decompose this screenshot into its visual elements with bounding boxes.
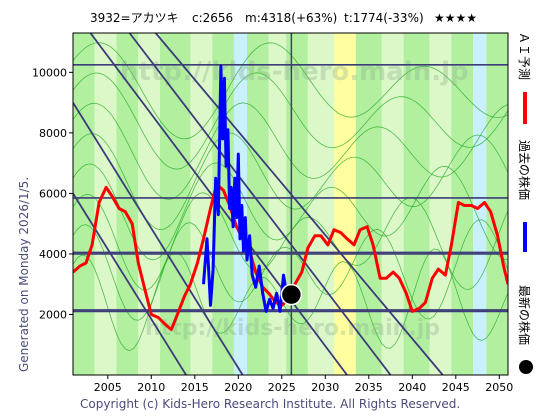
cycle-curve: [73, 72, 508, 170]
legend-past-swatch: [523, 222, 527, 252]
header-current: c:2656: [192, 11, 233, 25]
diagonal-trend-line: [73, 102, 244, 375]
cycle-band: [73, 33, 95, 375]
header-theory: t:1774(-33%): [344, 11, 424, 25]
diagonal-trend-line: [73, 192, 187, 375]
x-tick-label: 2010: [137, 381, 165, 394]
cycle-band: [429, 33, 452, 375]
cycle-band: [381, 33, 404, 375]
cycle-band: [334, 33, 356, 375]
y-axis: 2000 4000 6000 8000 10000: [32, 66, 73, 321]
cycle-band: [94, 33, 117, 375]
legend-latest-marker-icon: [519, 360, 533, 374]
plot-area: http://kids-hero.main.jp http://kids-her…: [73, 33, 508, 375]
x-tick-label: 2020: [224, 381, 252, 394]
x-tick-label: 2050: [485, 381, 513, 394]
cycle-band: [473, 33, 487, 375]
legend: ＡＩ予測 過去の株価 最新の株価: [517, 32, 533, 374]
header-model: m:4318(+63%): [245, 11, 337, 25]
x-axis: 2005 2010 2015 2020 2025 2030 2035 2040 2045 2050: [94, 375, 513, 394]
cycle-band: [355, 33, 382, 375]
y-tick-label: 8000: [39, 127, 67, 140]
past-price-line: [202, 64, 292, 313]
x-tick-label: 2025: [268, 381, 296, 394]
cycle-band: [486, 33, 508, 375]
cycle-band: [403, 33, 430, 375]
cycle-curve: [73, 102, 508, 200]
diagonal-trend-line: [154, 33, 444, 375]
price-series: [73, 64, 508, 332]
latest-price-marker: [280, 283, 303, 306]
cycle-curve: [73, 42, 508, 140]
cycle-band: [307, 33, 334, 375]
legend-forecast-swatch: [523, 92, 527, 124]
y-tick-label: 4000: [39, 248, 67, 261]
cycle-curve: [73, 248, 508, 352]
legend-forecast-label: ＡＩ予測: [517, 32, 531, 80]
generated-date-label: Generated on Monday 2026/1/5.: [17, 177, 31, 372]
cycle-curve: [73, 219, 508, 321]
x-tick-label: 2040: [398, 381, 426, 394]
x-tick-label: 2030: [311, 381, 339, 394]
x-tick-label: 2015: [181, 381, 209, 394]
horizontal-levels: [73, 63, 508, 313]
watermark-bottom: http://kids-hero.main.jp: [145, 316, 440, 341]
diagonal-trend-line: [128, 33, 392, 375]
plot-frame: [72, 32, 509, 376]
copyright-footer: Copyright (c) Kids-Hero Research Institu…: [80, 397, 460, 411]
header-ticker: 3932=アカツキ: [90, 11, 179, 25]
x-tick-label: 2045: [442, 381, 470, 394]
y-tick-label: 2000: [39, 308, 67, 321]
cycle-curve: [73, 162, 508, 261]
x-tick-label: 2005: [94, 381, 122, 394]
y-tick-label: 6000: [39, 187, 67, 200]
legend-past-label: 過去の株価: [517, 140, 532, 200]
x-tick-label: 2035: [355, 381, 383, 394]
header-rating: ★★★★: [434, 11, 477, 25]
watermark-top: http://kids-hero.main.jp: [120, 57, 469, 87]
y-tick-label: 10000: [32, 66, 67, 79]
legend-latest-label: 最新の株価: [517, 285, 532, 345]
